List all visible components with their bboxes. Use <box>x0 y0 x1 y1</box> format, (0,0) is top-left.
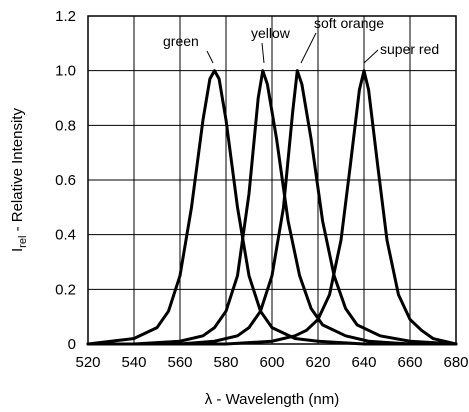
leader-line-green <box>206 50 214 64</box>
x-tick-label: 540 <box>121 354 146 371</box>
y-axis-title: Irel - Relative Intensity <box>9 108 29 252</box>
y-axis-title-subscript: rel <box>17 236 29 248</box>
y-tick-label: 1.2 <box>55 8 76 25</box>
series-label-super-red: super red <box>380 41 439 57</box>
series-label-green: green <box>163 33 199 49</box>
y-axis-title-text: - Relative Intensity <box>9 108 26 236</box>
y-tick-label: 1.0 <box>55 63 76 80</box>
x-tick-label: 680 <box>443 354 468 371</box>
y-tick-label: 0.4 <box>55 227 76 244</box>
series-labels: green yellow soft orange super red <box>163 15 439 64</box>
x-axis-title: λ - Wavelength (nm) <box>205 391 339 408</box>
y-tick-label: 0 <box>68 336 76 353</box>
y-axis-tick-labels: 0 0.2 0.4 0.6 0.8 1.0 1.2 <box>55 8 76 353</box>
series-line-yellow <box>86 69 458 346</box>
x-tick-label: 640 <box>351 354 376 371</box>
x-tick-label: 620 <box>305 354 330 371</box>
plot-frame <box>87 15 457 345</box>
x-tick-label: 580 <box>213 354 238 371</box>
series-line-soft-orange <box>86 69 458 346</box>
leader-line-super-red <box>363 49 379 64</box>
x-tick-label: 520 <box>75 354 100 371</box>
x-axis-tick-labels: 520 540 560 580 600 620 640 660 680 <box>75 354 468 371</box>
series-curves <box>86 69 458 346</box>
y-tick-label: 0.2 <box>55 281 76 298</box>
series-line-green <box>86 69 458 346</box>
y-axis-title-symbol: I <box>9 248 26 252</box>
grid-lines <box>88 16 456 344</box>
series-label-yellow: yellow <box>251 25 291 41</box>
x-tick-label: 660 <box>397 354 422 371</box>
series-line-super-red <box>86 69 458 346</box>
y-tick-label: 0.8 <box>55 117 76 134</box>
x-tick-label: 560 <box>167 354 192 371</box>
series-label-soft-orange: soft orange <box>314 15 384 31</box>
leader-line-yellow <box>261 42 265 64</box>
x-tick-label: 600 <box>259 354 284 371</box>
leader-line-soft-orange <box>300 32 317 64</box>
y-tick-label: 0.6 <box>55 172 76 189</box>
